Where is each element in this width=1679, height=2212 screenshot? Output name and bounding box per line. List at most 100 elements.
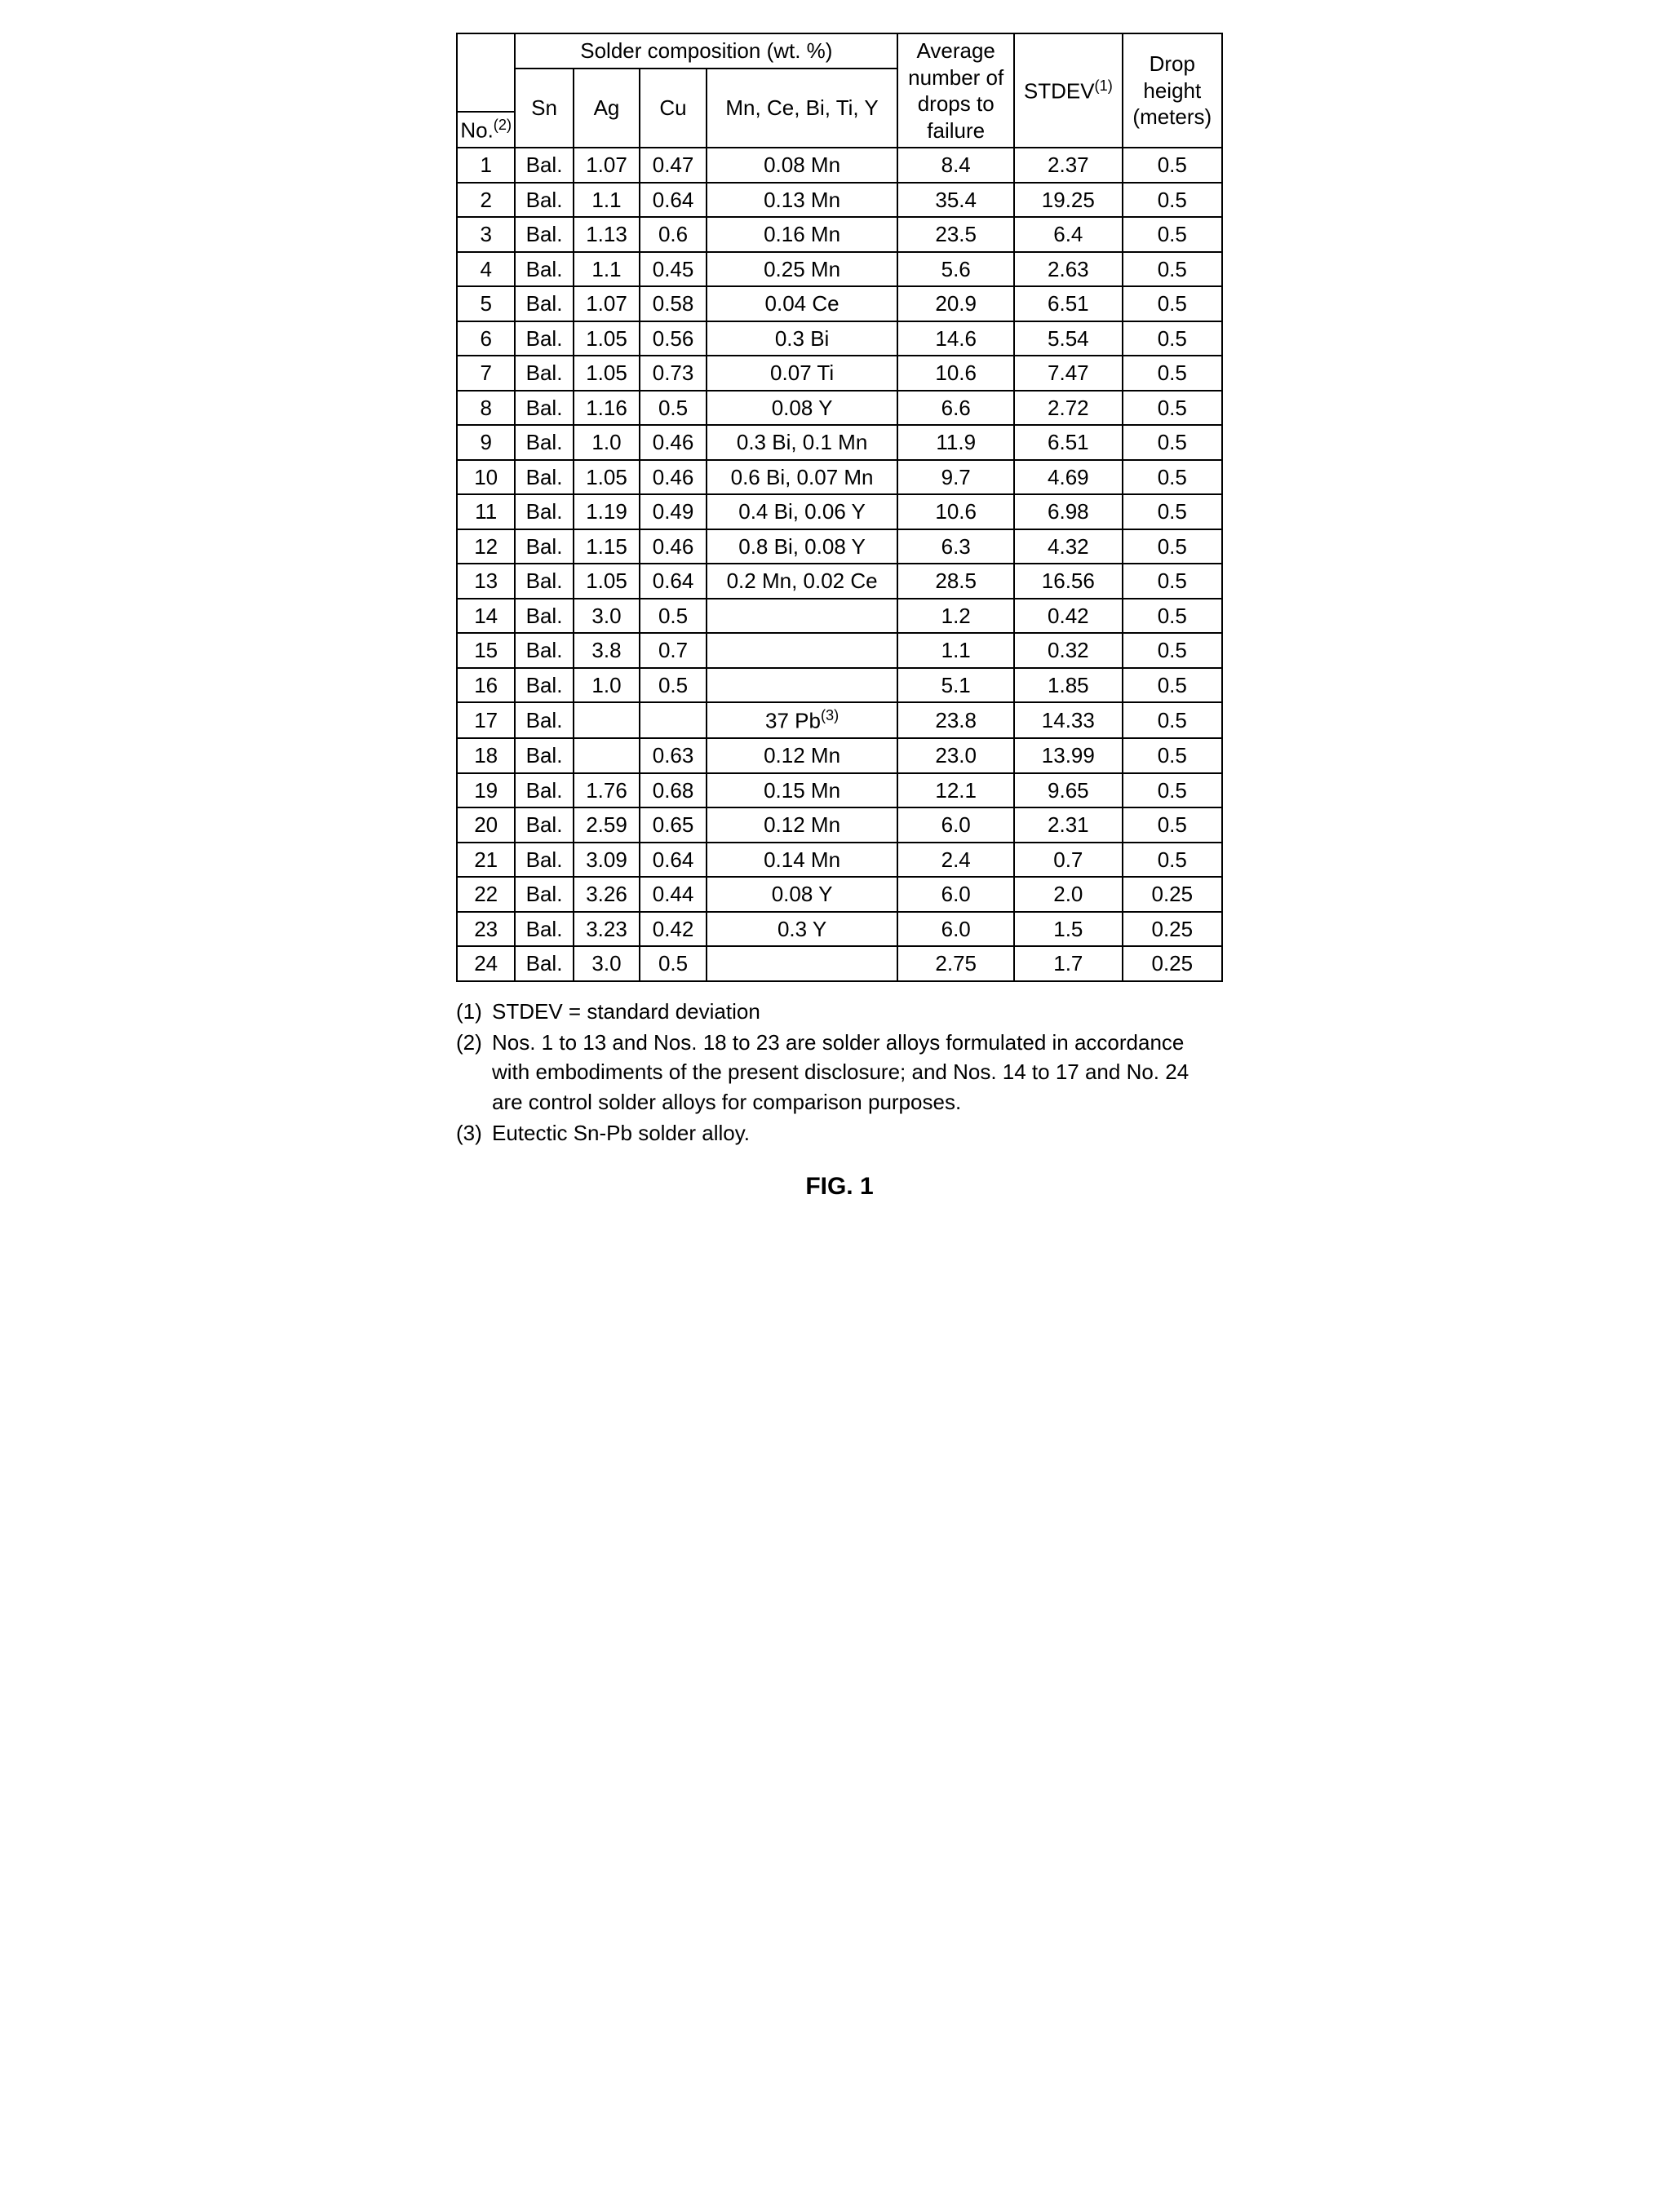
- cell-sn: Bal.: [515, 356, 573, 391]
- header-blank: [457, 33, 515, 112]
- cell-stdev: 6.51: [1014, 425, 1123, 460]
- cell-ag: [574, 702, 640, 738]
- header-stdev: STDEV(1): [1014, 33, 1123, 148]
- cell-drops: 10.6: [897, 356, 1014, 391]
- table-row: 13Bal.1.050.640.2 Mn, 0.02 Ce28.516.560.…: [457, 564, 1222, 599]
- footnote: (3)Eutectic Sn-Pb solder alloy.: [456, 1118, 1223, 1148]
- footnote-number: (1): [456, 997, 492, 1026]
- cell-other: 0.12 Mn: [707, 807, 898, 843]
- cell-cu: 0.64: [640, 843, 707, 878]
- cell-height: 0.25: [1123, 912, 1222, 947]
- cell-no: 20: [457, 807, 515, 843]
- cell-sn: Bal.: [515, 877, 573, 912]
- header-drops: Average number of drops to failure: [897, 33, 1014, 148]
- cell-drops: 23.0: [897, 738, 1014, 773]
- cell-ag: 1.05: [574, 564, 640, 599]
- header-other: Mn, Ce, Bi, Ti, Y: [707, 69, 898, 148]
- cell-other: 0.14 Mn: [707, 843, 898, 878]
- cell-drops: 2.4: [897, 843, 1014, 878]
- header-ag: Ag: [574, 69, 640, 148]
- table-row: 7Bal.1.050.730.07 Ti10.67.470.5: [457, 356, 1222, 391]
- cell-ag: 1.1: [574, 183, 640, 218]
- cell-other: [707, 633, 898, 668]
- cell-drops: 11.9: [897, 425, 1014, 460]
- cell-no: 2: [457, 183, 515, 218]
- cell-cu: 0.58: [640, 286, 707, 321]
- table-row: 6Bal.1.050.560.3 Bi14.65.540.5: [457, 321, 1222, 356]
- footnote-text: Nos. 1 to 13 and Nos. 18 to 23 are solde…: [492, 1028, 1223, 1117]
- cell-drops: 23.5: [897, 217, 1014, 252]
- figure-label: FIG. 1: [456, 1173, 1223, 1201]
- table-row: 17Bal.37 Pb(3)23.814.330.5: [457, 702, 1222, 738]
- table-row: 12Bal.1.150.460.8 Bi, 0.08 Y6.34.320.5: [457, 529, 1222, 564]
- cell-height: 0.5: [1123, 391, 1222, 426]
- cell-drops: 10.6: [897, 494, 1014, 529]
- cell-ag: 3.09: [574, 843, 640, 878]
- cell-drops: 20.9: [897, 286, 1014, 321]
- cell-other: 0.08 Y: [707, 877, 898, 912]
- cell-cu: 0.5: [640, 946, 707, 981]
- cell-sn: Bal.: [515, 738, 573, 773]
- cell-other: [707, 668, 898, 703]
- cell-height: 0.5: [1123, 217, 1222, 252]
- cell-drops: 9.7: [897, 460, 1014, 495]
- cell-sn: Bal.: [515, 599, 573, 634]
- footnote: (2)Nos. 1 to 13 and Nos. 18 to 23 are so…: [456, 1028, 1223, 1117]
- cell-drops: 6.3: [897, 529, 1014, 564]
- cell-cu: 0.46: [640, 460, 707, 495]
- cell-height: 0.5: [1123, 425, 1222, 460]
- cell-ag: 3.23: [574, 912, 640, 947]
- header-cu: Cu: [640, 69, 707, 148]
- table-row: 19Bal.1.760.680.15 Mn12.19.650.5: [457, 773, 1222, 808]
- cell-no: 5: [457, 286, 515, 321]
- table-header: Solder composition (wt. %) Average numbe…: [457, 33, 1222, 148]
- table-body: 1Bal.1.070.470.08 Mn8.42.370.52Bal.1.10.…: [457, 148, 1222, 981]
- cell-height: 0.5: [1123, 633, 1222, 668]
- cell-other: [707, 946, 898, 981]
- cell-other: 0.3 Y: [707, 912, 898, 947]
- cell-other: 0.3 Bi: [707, 321, 898, 356]
- cell-ag: 1.0: [574, 668, 640, 703]
- cell-cu: 0.68: [640, 773, 707, 808]
- cell-no: 10: [457, 460, 515, 495]
- cell-ag: [574, 738, 640, 773]
- cell-ag: 1.13: [574, 217, 640, 252]
- cell-other: 0.08 Y: [707, 391, 898, 426]
- cell-stdev: 7.47: [1014, 356, 1123, 391]
- table-row: 21Bal.3.090.640.14 Mn2.40.70.5: [457, 843, 1222, 878]
- cell-no: 6: [457, 321, 515, 356]
- cell-sn: Bal.: [515, 321, 573, 356]
- cell-sn: Bal.: [515, 807, 573, 843]
- cell-drops: 1.1: [897, 633, 1014, 668]
- cell-cu: 0.63: [640, 738, 707, 773]
- cell-no: 24: [457, 946, 515, 981]
- cell-drops: 5.6: [897, 252, 1014, 287]
- cell-other: 0.16 Mn: [707, 217, 898, 252]
- cell-no: 9: [457, 425, 515, 460]
- cell-ag: 3.0: [574, 946, 640, 981]
- cell-sn: Bal.: [515, 702, 573, 738]
- cell-other: 0.4 Bi, 0.06 Y: [707, 494, 898, 529]
- cell-drops: 1.2: [897, 599, 1014, 634]
- cell-stdev: 6.4: [1014, 217, 1123, 252]
- cell-stdev: 1.7: [1014, 946, 1123, 981]
- footnote-text: Eutectic Sn-Pb solder alloy.: [492, 1118, 1223, 1148]
- cell-height: 0.5: [1123, 702, 1222, 738]
- cell-ag: 1.05: [574, 460, 640, 495]
- cell-height: 0.5: [1123, 286, 1222, 321]
- cell-other: 0.08 Mn: [707, 148, 898, 183]
- header-composition-group: Solder composition (wt. %): [515, 33, 897, 69]
- cell-cu: 0.65: [640, 807, 707, 843]
- footnote: (1)STDEV = standard deviation: [456, 997, 1223, 1026]
- cell-ag: 3.0: [574, 599, 640, 634]
- cell-stdev: 0.7: [1014, 843, 1123, 878]
- cell-cu: 0.47: [640, 148, 707, 183]
- cell-height: 0.5: [1123, 773, 1222, 808]
- cell-sn: Bal.: [515, 460, 573, 495]
- cell-height: 0.25: [1123, 946, 1222, 981]
- cell-drops: 5.1: [897, 668, 1014, 703]
- cell-cu: 0.56: [640, 321, 707, 356]
- cell-no: 7: [457, 356, 515, 391]
- cell-cu: 0.49: [640, 494, 707, 529]
- cell-other: 0.6 Bi, 0.07 Mn: [707, 460, 898, 495]
